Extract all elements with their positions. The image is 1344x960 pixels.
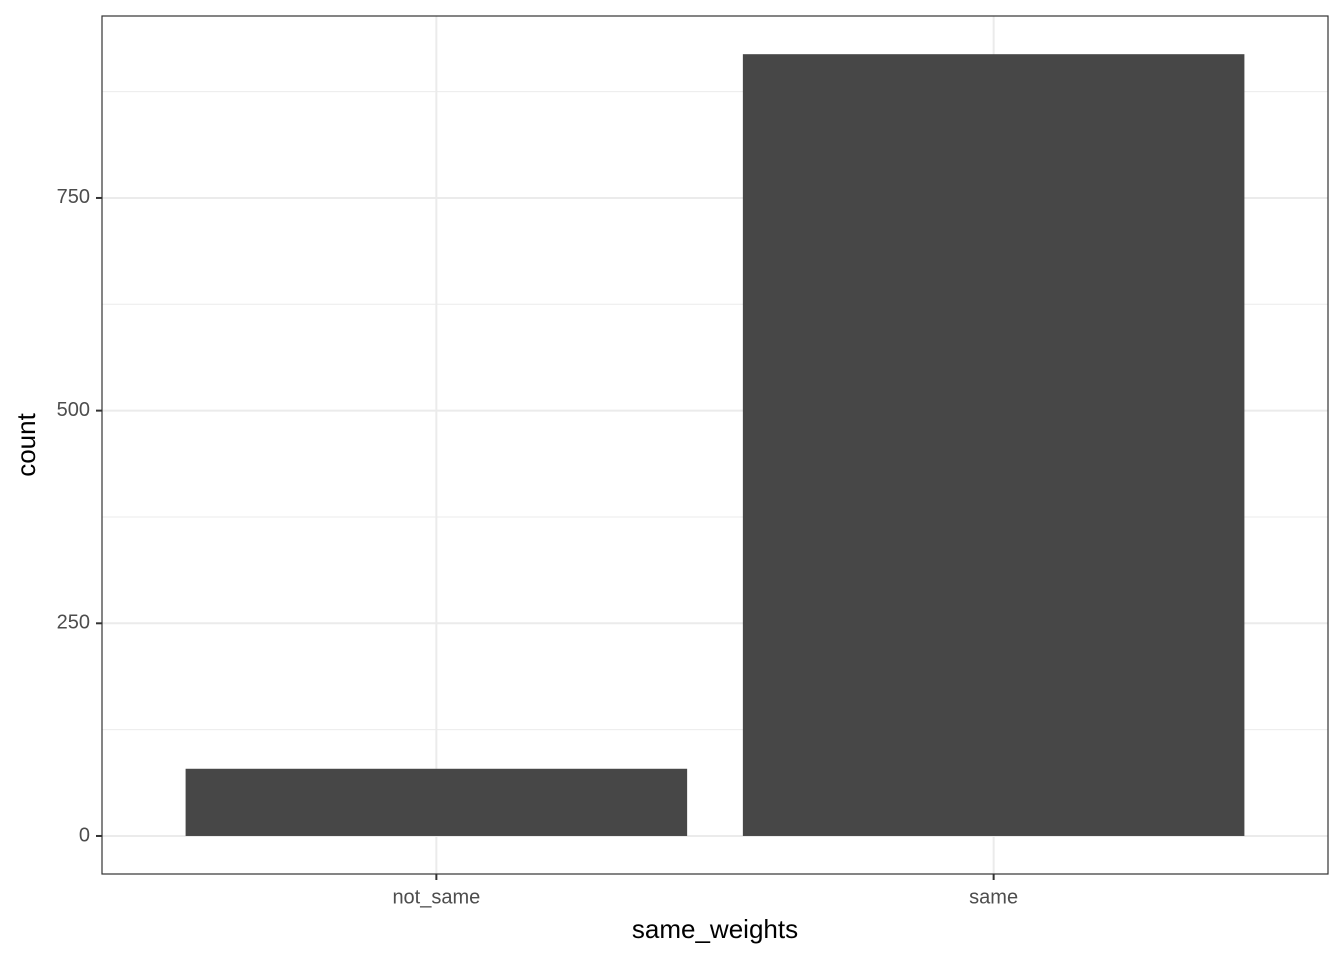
- y-tick-label: 0: [79, 824, 90, 846]
- x-axis-title: same_weights: [632, 914, 798, 944]
- y-axis-title: count: [11, 412, 41, 476]
- y-tick-label: 250: [57, 612, 90, 634]
- x-tick-label: not_same: [392, 886, 480, 908]
- y-tick-label: 500: [57, 399, 90, 421]
- panel-border: [101, 15, 1329, 875]
- x-tick-label: same: [969, 886, 1018, 908]
- y-tick-label: 750: [57, 186, 90, 208]
- bar: [185, 768, 688, 836]
- bar: [742, 54, 1245, 836]
